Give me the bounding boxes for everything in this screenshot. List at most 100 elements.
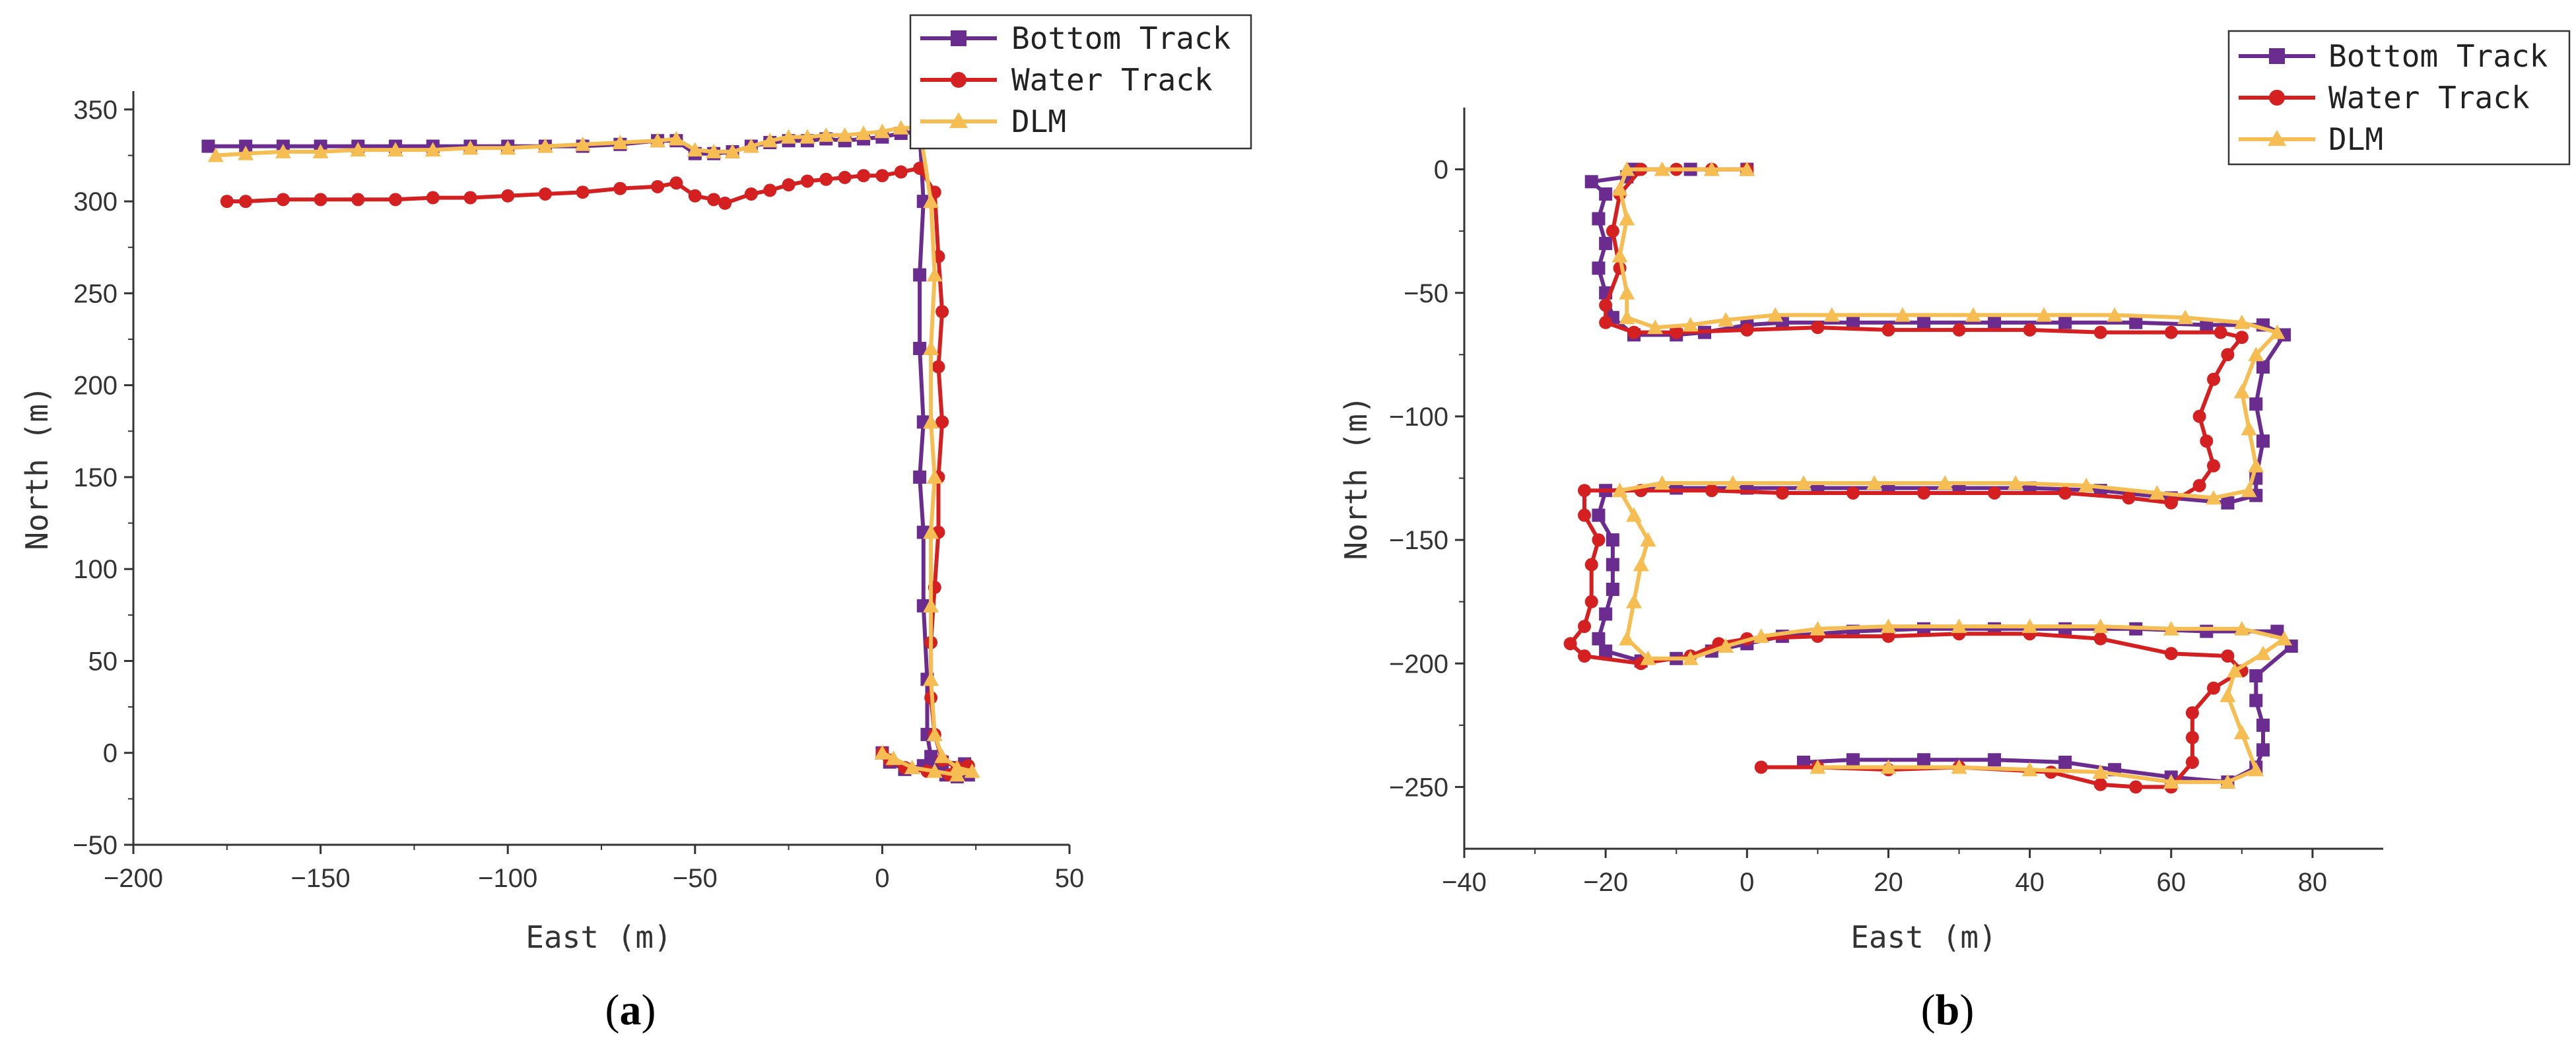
panel-b-dlm-point bbox=[2206, 490, 2222, 505]
panel-b-dlm-point bbox=[2021, 618, 2038, 634]
panel-b-dlm-point bbox=[1647, 319, 1664, 335]
panel-b-dlm-point bbox=[2163, 620, 2179, 636]
panel-b-dlm-point bbox=[1611, 247, 1628, 263]
panel-a-y-tick-label: 350 bbox=[73, 96, 118, 125]
panel-b-bottom-track-point bbox=[1606, 558, 1619, 572]
panel-b-dlm-point bbox=[2241, 482, 2257, 498]
panel-a-water-track-point bbox=[314, 193, 327, 207]
panel-a-water-track-point bbox=[875, 169, 889, 183]
panel-b-dlm-point bbox=[2233, 314, 2250, 329]
panel-b-series-group bbox=[1563, 161, 2298, 794]
panel-b-legend-bottom-track-marker bbox=[2269, 48, 2285, 64]
panel-b-series-water-track bbox=[1563, 162, 2249, 794]
panel-b-dlm-point bbox=[1937, 475, 1953, 490]
panel-a-dlm-point bbox=[574, 136, 591, 151]
panel-b-bottom-track-point bbox=[1606, 533, 1619, 547]
panel-a-x-tick-label: −100 bbox=[478, 864, 537, 893]
panel-b-dlm-point bbox=[1625, 507, 1642, 522]
panel-b-water-track-point bbox=[2185, 755, 2199, 769]
panel-b-water-track-point bbox=[1599, 315, 1613, 329]
panel-b-x-tick-label: 0 bbox=[1740, 868, 1754, 897]
panel-b-water-track-point bbox=[2122, 491, 2136, 505]
panel-b-water-track-point bbox=[1811, 321, 1825, 335]
panel-a-water-track-point bbox=[857, 169, 871, 183]
panel-b-water-track-point bbox=[2235, 331, 2249, 345]
panel-b-dlm-point bbox=[1894, 307, 1911, 322]
panel-b-bottom-track-point bbox=[1606, 582, 1619, 596]
panel-a-dlm-point bbox=[500, 140, 516, 155]
panel-a-water-track-point bbox=[239, 195, 253, 209]
panel-b-bottom-track-point bbox=[1592, 632, 1606, 645]
panel-a-dlm-point bbox=[856, 125, 872, 141]
panel-b-y-tick-label: −50 bbox=[1404, 279, 1448, 308]
panel-a-water-track-point bbox=[501, 189, 515, 203]
panel-b-legend-dlm-label: DLM bbox=[2328, 121, 2383, 157]
panel-a-legend: Bottom Track Water Track DLM bbox=[909, 14, 1252, 150]
panel-b-dlm-point bbox=[1703, 161, 1720, 176]
panel-a-dlm-point bbox=[687, 142, 703, 157]
panel-a-dlm-line bbox=[213, 125, 974, 777]
panel-b-dlm-point bbox=[1619, 630, 1635, 645]
panel-b-x-tick-label: −20 bbox=[1583, 868, 1628, 897]
panel-b-water-track-point bbox=[1740, 323, 1754, 337]
panel-a-bottom-track-point bbox=[913, 268, 927, 282]
panel-b-dlm-point bbox=[2220, 687, 2236, 702]
panel-a-bottom-track-point bbox=[201, 139, 215, 153]
panel-a-dlm-point bbox=[926, 763, 943, 778]
panel-a-dlm-point bbox=[923, 524, 939, 539]
panel-b-water-track-point bbox=[2023, 323, 2037, 337]
panel-a-dlm-point bbox=[350, 142, 366, 157]
panel-b-series-dlm bbox=[1611, 161, 2293, 789]
panel-b-water-track-point bbox=[2207, 459, 2221, 473]
panel-b-dlm-point bbox=[2036, 307, 2052, 322]
panel-b-dlm-point bbox=[2233, 725, 2250, 740]
panel-a-water-track-point bbox=[800, 174, 814, 188]
panel-a-water-track-point bbox=[718, 196, 732, 210]
panel-a-legend-water-track-marker bbox=[951, 72, 966, 88]
panel-a-dlm-point bbox=[836, 127, 853, 142]
panel-a-y-tick-label: 150 bbox=[73, 463, 118, 492]
panel-b-dlm-point bbox=[1739, 161, 1755, 176]
panel-b-bottom-track-point bbox=[1846, 753, 1860, 767]
panel-a-dlm-point bbox=[926, 726, 943, 741]
panel-b-bottom-track-point bbox=[1599, 187, 1613, 201]
panel-a-y-tick-label: −50 bbox=[73, 831, 118, 860]
panel-b-dlm-point bbox=[2078, 477, 2095, 492]
panel-a-dlm-point bbox=[818, 127, 834, 142]
panel-a-dlm-point bbox=[923, 597, 939, 612]
panel-b-water-track-point bbox=[1917, 486, 1930, 500]
panel-b-dlm-point bbox=[2269, 324, 2286, 339]
panel-b-dlm-point bbox=[1619, 310, 1635, 325]
panel-b-dlm-point bbox=[1718, 638, 1734, 653]
panel-b-dlm-point bbox=[2092, 618, 2109, 634]
panel-b-dlm-point bbox=[1880, 618, 1897, 634]
panel-a-water-track-point bbox=[782, 178, 796, 192]
panel-a-x-axis-title: East (m) bbox=[525, 919, 672, 955]
panel-b-bottom-track-point bbox=[1592, 261, 1606, 275]
panel-a-ticks: −200 −150 −100 −50 0 50 −50 0 50 100 150 200 250 300 3… bbox=[73, 96, 1084, 893]
panel-a-dlm-point bbox=[964, 763, 980, 778]
panel-a-legend-dlm-label: DLM bbox=[1011, 104, 1066, 139]
panel-b-legend-dlm-marker bbox=[2268, 130, 2286, 146]
panel-b-dlm-point bbox=[1619, 211, 1635, 226]
panel-a-y-tick-label: 300 bbox=[73, 187, 118, 216]
panel-b-bottom-track-point bbox=[1592, 508, 1606, 522]
panel-b-water-track-point bbox=[1775, 486, 1789, 500]
panel-a-water-track-point bbox=[538, 187, 552, 201]
panel-a-dlm-point bbox=[743, 138, 759, 153]
panel-a-water-track-line bbox=[224, 166, 970, 777]
panel-a-dlm-point bbox=[668, 131, 685, 146]
panel-b-water-track-point bbox=[1578, 620, 1592, 634]
panel-a-water-track-point bbox=[220, 195, 234, 209]
panel-b-dlm-point bbox=[2254, 645, 2271, 661]
panel-b-dlm-point bbox=[2233, 383, 2250, 399]
panel-b-water-track-point bbox=[2058, 486, 2072, 500]
panel-a-water-track-point bbox=[351, 193, 365, 207]
panel-b-legend: Bottom Track Water Track DLM bbox=[2227, 30, 2571, 166]
panel-b-bottom-track-point bbox=[2256, 360, 2270, 374]
panel-b-y-tick-label: −200 bbox=[1389, 649, 1448, 678]
panel-b-water-track-point bbox=[1670, 325, 1683, 339]
panel-a-water-track-point bbox=[935, 305, 949, 319]
panel-b-bottom-track-point bbox=[1988, 315, 2002, 329]
panel-a-dlm-point bbox=[926, 267, 943, 282]
